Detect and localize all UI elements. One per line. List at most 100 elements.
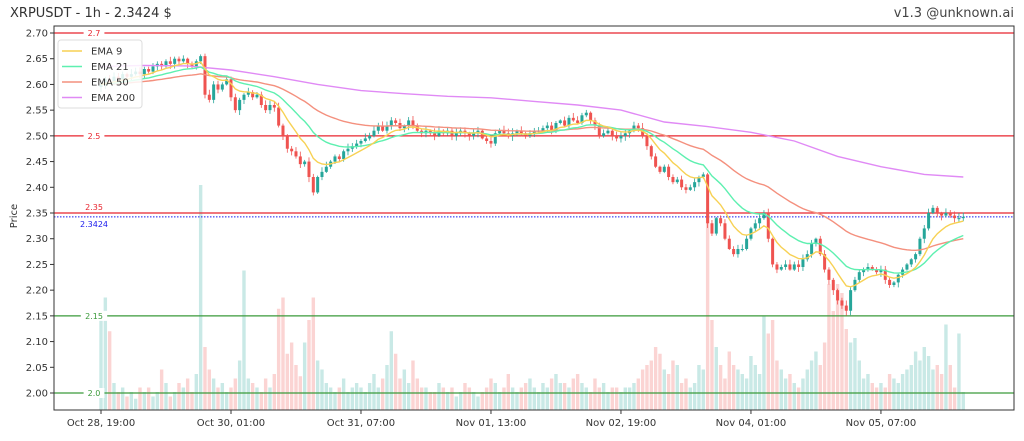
- candle-body: [281, 125, 285, 136]
- candle-body: [493, 133, 497, 144]
- candle-body: [797, 264, 801, 268]
- volume-bar: [402, 369, 407, 410]
- candle-body: [264, 105, 268, 111]
- volume-bar: [497, 392, 502, 410]
- volume-bar: [99, 320, 103, 410]
- candle-body: [862, 269, 866, 273]
- volume-bar: [203, 347, 207, 410]
- plot-frame: [53, 25, 1015, 411]
- candle-body: [324, 166, 328, 172]
- volume-bar: [207, 369, 212, 410]
- volume-bar: [289, 342, 294, 410]
- volume-bar: [939, 374, 944, 410]
- candle-body: [953, 215, 957, 219]
- candle-body: [342, 151, 346, 160]
- candle-body: [818, 238, 822, 255]
- volume-bar: [870, 383, 874, 410]
- candle-body: [654, 156, 658, 167]
- candle-body: [485, 138, 489, 142]
- candle-body: [662, 166, 666, 172]
- candle-body: [532, 130, 536, 134]
- volume-bar: [905, 369, 909, 410]
- volume-bar: [645, 365, 649, 410]
- volume-bar: [177, 383, 181, 410]
- volume-bar: [701, 369, 705, 410]
- volume-bar: [146, 387, 151, 410]
- volume-bar: [571, 378, 575, 410]
- volume-bar: [532, 387, 536, 410]
- legend-label: EMA 50: [91, 78, 129, 89]
- volume-bar: [519, 387, 524, 410]
- volume-bar: [493, 383, 498, 410]
- volume-bar: [151, 396, 155, 410]
- ema-9-line: [100, 61, 964, 288]
- candle-body: [914, 254, 918, 260]
- candle-body: [285, 135, 289, 149]
- candle-body: [879, 269, 883, 273]
- volume-bar: [783, 378, 788, 410]
- candle-body: [719, 218, 723, 224]
- candle-body: [316, 177, 320, 193]
- volume-bar: [346, 392, 350, 410]
- volume-bar: [138, 387, 142, 410]
- candle-body: [675, 179, 679, 183]
- volume-bar: [770, 320, 775, 410]
- candle-body: [827, 269, 831, 280]
- candle-body: [823, 254, 827, 270]
- candle-body: [233, 97, 237, 111]
- candle-body: [498, 130, 502, 134]
- volume-bar: [367, 383, 372, 410]
- candle-body: [636, 125, 640, 129]
- volume-bar: [220, 383, 225, 410]
- volume-bar: [757, 374, 762, 410]
- volume-bar: [359, 387, 363, 410]
- candle-body: [918, 238, 922, 255]
- candle-body: [558, 120, 562, 124]
- candle-body: [489, 141, 493, 144]
- candle-body: [766, 213, 770, 239]
- volume-bar: [961, 392, 965, 410]
- candle-body: [896, 274, 900, 283]
- level-label: 2.5: [88, 132, 101, 141]
- volume-bar: [714, 347, 718, 410]
- volume-bar: [957, 333, 961, 410]
- volume-bar: [337, 387, 342, 410]
- x-tick-label: Nov 05, 07:00: [846, 418, 917, 429]
- volume-bar: [623, 387, 627, 410]
- candle-body: [402, 125, 406, 129]
- volume-bar: [926, 356, 931, 410]
- volume-bar: [692, 383, 697, 410]
- y-tick-label: 2.45: [26, 157, 48, 168]
- candle-body: [372, 130, 376, 136]
- volume-bar: [376, 387, 381, 410]
- y-tick-label: 2.15: [26, 311, 48, 322]
- volume-bar: [155, 392, 160, 410]
- volume-bar: [900, 374, 905, 410]
- volume-bar: [840, 293, 844, 410]
- candle-body: [610, 130, 614, 136]
- candle-body: [389, 120, 393, 126]
- volume-bar: [545, 387, 549, 410]
- y-tick-label: 2.65: [26, 54, 48, 65]
- volume-bar: [285, 353, 290, 410]
- y-tick-label: 2.40: [26, 183, 48, 194]
- volume-bar: [311, 297, 316, 410]
- volume-bar: [593, 378, 597, 410]
- volume-bar: [350, 387, 355, 410]
- volume-bar: [112, 383, 116, 410]
- volume-bar: [892, 378, 896, 410]
- candle-body: [220, 84, 224, 90]
- candle-body: [888, 279, 892, 286]
- volume-bar: [372, 374, 376, 410]
- candle-body: [337, 156, 341, 160]
- volume-bar: [575, 374, 580, 410]
- volume-bar: [554, 374, 558, 410]
- volume-bar: [233, 378, 238, 410]
- volume-bar: [935, 365, 939, 410]
- candle-body: [771, 238, 775, 265]
- candle-body: [320, 171, 324, 178]
- candle-body: [961, 216, 965, 219]
- y-tick-label: 2.00: [26, 389, 48, 400]
- volume-bar: [835, 284, 840, 410]
